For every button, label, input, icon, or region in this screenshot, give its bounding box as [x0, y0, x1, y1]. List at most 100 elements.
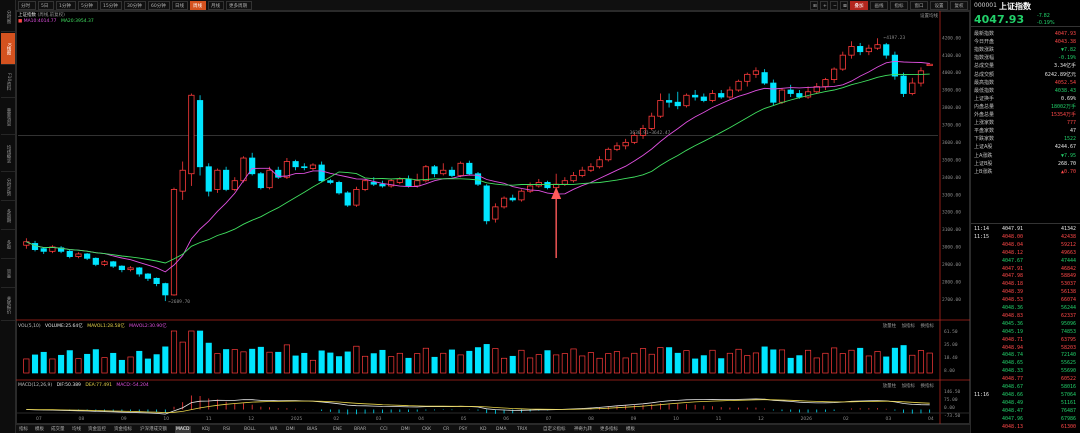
indicator-tab-13[interactable]: BIAS [307, 427, 318, 432]
quote-value: 3.34亿手 [1053, 63, 1076, 70]
ma-settings-button[interactable]: 设置均线 [920, 14, 938, 19]
volume-btn-2[interactable]: 换指标 [920, 324, 935, 329]
macd-btn-0[interactable]: 放量柱 [882, 384, 897, 389]
indicator-tab-4[interactable]: 资金监控 [88, 427, 106, 432]
volume-bar [474, 347, 482, 374]
indicator-tab-20[interactable]: PSY [459, 427, 468, 432]
volume-btn-0[interactable]: 放量柱 [882, 324, 897, 329]
quote-value: 4047.93 [1054, 31, 1076, 37]
indicator-tab-19[interactable]: CR [443, 427, 450, 432]
period-tab-10[interactable]: 更多周期 [226, 1, 252, 10]
volume-bar [527, 357, 534, 374]
indicator-tab-21[interactable]: KD [480, 427, 487, 432]
volume-btn-1[interactable]: 加指标 [901, 324, 916, 329]
candle-body [92, 257, 99, 265]
chart-tool-1[interactable]: + [820, 1, 828, 10]
period-tab-0[interactable]: 分时 [18, 1, 36, 10]
candle-body [561, 180, 568, 185]
macd-btn-2[interactable]: 换指标 [920, 384, 935, 389]
indicator-tab-0[interactable]: 指标 [19, 427, 28, 432]
indicator-tab-3[interactable]: 均线 [72, 427, 81, 432]
period-tab-7[interactable]: 日线 [172, 1, 188, 10]
candle-body [335, 182, 343, 194]
candle-body [865, 47, 872, 53]
tick-volume: 76487 [1060, 407, 1076, 414]
tick-row: 4048.94 58203 [974, 345, 1078, 352]
indicator-tab-23[interactable]: TRIX [517, 427, 528, 432]
indicator-tab-8[interactable]: KDJ [202, 427, 210, 432]
chart-tool-5[interactable]: 画线 [870, 1, 888, 10]
indicator-tab-9[interactable]: RSI [223, 427, 231, 432]
tick-volume: 60522 [1060, 376, 1076, 383]
volume-bar [501, 357, 508, 374]
indicator-tab-10[interactable]: BOLL [244, 427, 256, 432]
indicator-tab-7[interactable]: MACD [175, 426, 191, 433]
indicator-tab-15[interactable]: BRAR [354, 427, 367, 432]
indicator-tab-1[interactable]: 模板 [35, 427, 44, 432]
left-tool-1[interactable]: K线图 [1, 33, 15, 65]
volume-bar [292, 355, 299, 374]
left-tool-4[interactable]: 均线概念 [1, 136, 15, 172]
period-tab-5[interactable]: 30分钟 [124, 1, 146, 10]
left-tool-3[interactable]: 重要消息 [1, 99, 15, 135]
indicator-tab-2[interactable]: 成交量 [51, 427, 65, 432]
chart-area[interactable]: 4200.00 4100.00 4000.00 3900.00 3800.00 3700.… [16, 11, 970, 424]
indicator-tab-11[interactable]: WR [270, 427, 278, 432]
period-tab-4[interactable]: 15分钟 [100, 1, 122, 10]
indicator-tab-12[interactable]: DMI [286, 427, 295, 432]
chart-tool-9[interactable]: 复权 [950, 1, 968, 10]
volume-bar [257, 346, 264, 374]
tick-row: 4048.77 60522 [974, 376, 1078, 383]
chart-tool-4[interactable]: 叠加 [850, 1, 868, 10]
left-tool-7[interactable]: 多股 [1, 231, 15, 259]
indicator-tab-14[interactable]: ENE [333, 427, 343, 432]
tick-price: 4048.36 [1002, 305, 1024, 311]
indicator-tab-27[interactable]: 模板 [626, 427, 635, 432]
indicator-tab-22[interactable]: DMA [496, 427, 507, 432]
volume-bar [414, 353, 421, 374]
indicator-tab-24[interactable]: 自定义指标 [543, 427, 566, 432]
left-tool-9[interactable]: 关联报价 [1, 289, 15, 321]
quote-label: 总成交额 [974, 71, 995, 78]
kline-chart[interactable]: 4200.00 4100.00 4000.00 3900.00 3800.00 3700.… [16, 11, 970, 424]
indicator-tab-17[interactable]: DMI [401, 427, 410, 432]
quote-value: 0.69% [1060, 95, 1076, 102]
left-tool-0[interactable]: 分时图 [1, 2, 15, 32]
period-tab-3[interactable]: 5分钟 [78, 1, 98, 10]
mavol1-value: MAVOL1:28.58亿 [87, 324, 125, 329]
chart-tool-0[interactable]: ⊞ [810, 1, 818, 10]
indicator-tab-16[interactable]: CCI [380, 427, 388, 432]
indicator-tab-18[interactable]: CKK [422, 427, 432, 432]
macd-btn-1[interactable]: 加指标 [901, 384, 916, 389]
left-tool-5[interactable]: 分时走势 [1, 173, 15, 201]
quote-row: 最高指数 4052.54 [974, 79, 1078, 87]
candle-body [327, 180, 334, 183]
indicator-tab-6[interactable]: 沪深港成交额 [140, 427, 167, 432]
chart-tool-3[interactable]: ⊠ [840, 1, 848, 10]
left-tool-6[interactable]: 多周期 [1, 202, 15, 230]
period-tab-1[interactable]: 5日 [38, 1, 54, 10]
candle-body [744, 73, 751, 82]
indicator-tab-25[interactable]: 神奇九转 [574, 427, 592, 432]
volume-bar [787, 357, 794, 374]
candle-body [292, 161, 299, 168]
chart-tool-7[interactable]: 窗口 [910, 1, 928, 10]
chart-tool-8[interactable]: 设置 [930, 1, 948, 10]
left-tool-2[interactable]: F10资料 [1, 66, 15, 98]
volume-bar [431, 356, 438, 374]
period-tab-8[interactable]: 周线 [190, 1, 206, 10]
volume-bar [353, 345, 360, 374]
candle-body [466, 162, 473, 175]
period-tab-9[interactable]: 月线 [208, 1, 224, 10]
indicator-tab-26[interactable]: 更多指标 [600, 427, 618, 432]
chart-tool-2[interactable]: − [830, 1, 838, 10]
indicator-tab-5[interactable]: 资金指标 [114, 427, 132, 432]
price-tick-label: 3200.00 [942, 210, 961, 216]
tick-row: 4048.53 66074 [974, 297, 1078, 304]
period-tab-2[interactable]: 1分钟 [56, 1, 76, 10]
left-tool-8[interactable]: 资金 [1, 260, 15, 288]
price-tick-label: 2800.00 [942, 279, 961, 285]
chart-tool-6[interactable]: 指标 [890, 1, 908, 10]
tick-volume: 67986 [1060, 415, 1076, 422]
period-tab-6[interactable]: 60分钟 [148, 1, 170, 10]
